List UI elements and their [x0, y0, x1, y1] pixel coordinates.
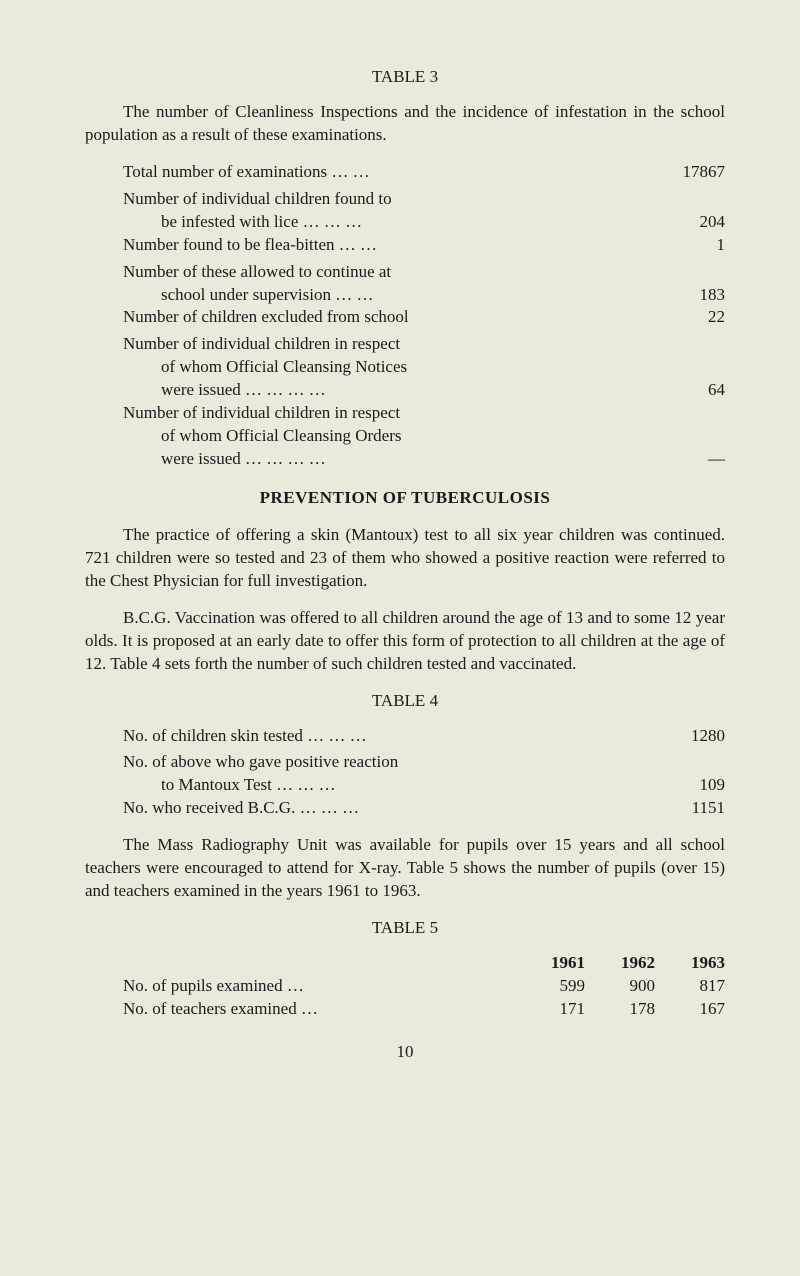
row-value: 109: [665, 774, 725, 797]
row-value: 183: [665, 284, 725, 307]
table3-title: TABLE 3: [85, 66, 725, 89]
page-number: 10: [85, 1041, 725, 1064]
table5-row-label: No. of pupils examined …: [123, 975, 515, 998]
table4-list: No. of children skin tested … … … 1280 N…: [85, 725, 725, 821]
row-label-line: were issued … … … …: [123, 379, 665, 402]
table4-row: No. who received B.C.G. … … … 1151: [123, 797, 725, 820]
table5-row-label: No. of teachers examined …: [123, 998, 515, 1021]
row-label-line: of whom Official Cleansing Notices: [123, 356, 725, 379]
row-value: 1151: [665, 797, 725, 820]
table5-header-col: 1963: [655, 952, 725, 975]
table5-cell: 167: [655, 998, 725, 1021]
table3-row: Number of individual children in respect…: [123, 333, 725, 402]
table5-cell: 599: [515, 975, 585, 998]
table5-cell: 178: [585, 998, 655, 1021]
row-label-line: Number of these allowed to continue at: [123, 261, 725, 284]
row-value: 1: [665, 234, 725, 257]
table5-header-col: 1962: [585, 952, 655, 975]
row-label-line: be infested with lice … … …: [123, 211, 665, 234]
table5-cell: 171: [515, 998, 585, 1021]
row-label-line: of whom Official Cleansing Orders: [123, 425, 725, 448]
table5-grid: 1961 1962 1963 No. of pupils examined … …: [85, 952, 725, 1021]
table3-row: Number of these allowed to continue at s…: [123, 261, 725, 307]
row-label-line: school under supervision … …: [123, 284, 665, 307]
table3-row: Number of individual children found to b…: [123, 188, 725, 234]
table3-row: Total number of examinations … … 17867: [123, 161, 725, 184]
table3-list: Total number of examinations … … 17867 N…: [85, 161, 725, 471]
row-value: 17867: [665, 161, 725, 184]
row-label: No. of children skin tested … … …: [123, 725, 665, 748]
row-value: —: [665, 448, 725, 471]
table5-data-row: No. of teachers examined … 171 178 167: [123, 998, 725, 1021]
table5-header-col: 1961: [515, 952, 585, 975]
row-value: 1280: [665, 725, 725, 748]
row-label: Total number of examinations … …: [123, 161, 665, 184]
para-3: The Mass Radiography Unit was available …: [85, 834, 725, 903]
table5-cell: 817: [655, 975, 725, 998]
table3-intro: The number of Cleanliness Inspections an…: [85, 101, 725, 147]
row-value: 22: [665, 306, 725, 329]
table4-row: No. of children skin tested … … … 1280: [123, 725, 725, 748]
table5-title: TABLE 5: [85, 917, 725, 940]
row-value: 204: [665, 211, 725, 234]
table4-row: No. of above who gave positive reaction …: [123, 751, 725, 797]
row-label-line: were issued … … … …: [123, 448, 665, 471]
table3-row: Number found to be flea-bitten … … 1: [123, 234, 725, 257]
row-label-line: No. of above who gave positive reaction: [123, 751, 725, 774]
section-heading: PREVENTION OF TUBERCULOSIS: [85, 487, 725, 510]
row-label: Number of children excluded from school: [123, 306, 665, 329]
row-value: 64: [665, 379, 725, 402]
row-label-line: Number of individual children found to: [123, 188, 725, 211]
row-label: No. who received B.C.G. … … …: [123, 797, 665, 820]
row-label: Number found to be flea-bitten … …: [123, 234, 665, 257]
row-label-line: Number of individual children in respect: [123, 333, 725, 356]
row-label-line: Number of individual children in respect: [123, 402, 725, 425]
para-1: The practice of offering a skin (Mantoux…: [85, 524, 725, 593]
table3-row: Number of children excluded from school …: [123, 306, 725, 329]
table3-row: Number of individual children in respect…: [123, 402, 725, 471]
table4-title: TABLE 4: [85, 690, 725, 713]
para-2: B.C.G. Vaccination was offered to all ch…: [85, 607, 725, 676]
table5-header-row: 1961 1962 1963: [123, 952, 725, 975]
table5-cell: 900: [585, 975, 655, 998]
row-label-line: to Mantoux Test … … …: [123, 774, 665, 797]
table5-data-row: No. of pupils examined … 599 900 817: [123, 975, 725, 998]
